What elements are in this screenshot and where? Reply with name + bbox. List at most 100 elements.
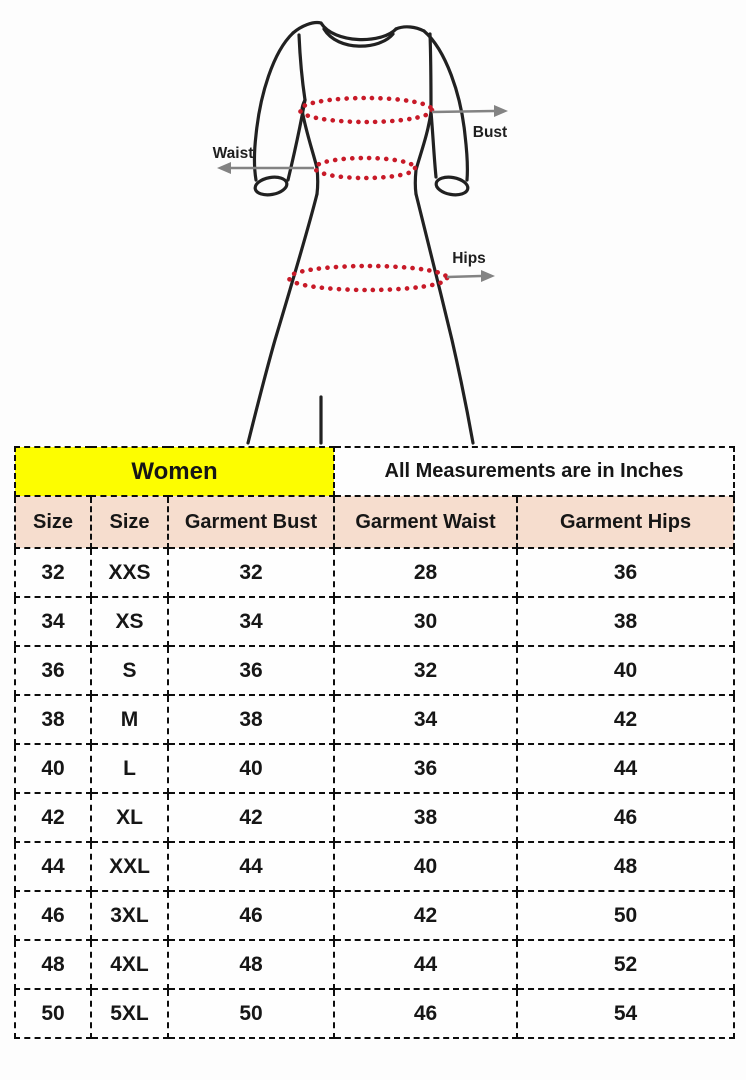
- column-header-size-numeric: Size: [14, 495, 92, 549]
- group-header-row: Women All Measurements are in Inches: [13, 446, 736, 497]
- size-cell: 38: [14, 694, 92, 745]
- size-row: 32 XXS 32 28 36: [14, 547, 736, 598]
- size-guide-diagram: Bust Waist Hips: [213, 20, 508, 445]
- size-cell: XXS: [90, 547, 169, 598]
- size-cell: 50: [14, 988, 92, 1039]
- bust-label: Bust: [473, 124, 507, 141]
- size-cell: 54: [516, 988, 736, 1039]
- bodice-left: [300, 98, 320, 196]
- size-cell: 34: [333, 694, 519, 745]
- size-cell: 36: [333, 743, 519, 794]
- size-cell: 42: [14, 792, 92, 843]
- column-header-garment-hips: Garment Hips: [516, 495, 736, 549]
- right-sleeve-outer: [422, 29, 469, 182]
- hips-arrowhead-icon: [481, 270, 495, 282]
- size-cell: 3XL: [90, 890, 169, 941]
- right-cuff: [434, 175, 470, 197]
- size-cell: 40: [516, 645, 736, 696]
- size-cell: 46: [333, 988, 519, 1039]
- size-row: 44 XXL 44 40 48: [14, 841, 736, 892]
- hips-arrow: [446, 270, 495, 282]
- waist-label: Waist: [213, 145, 254, 162]
- neckline-outer: [319, 21, 398, 42]
- size-cell: 32: [166, 547, 336, 598]
- size-cell: 38: [333, 792, 519, 843]
- size-cell: 36: [14, 645, 92, 696]
- right-sleeve-inner: [429, 110, 438, 179]
- size-cell: 38: [166, 694, 336, 745]
- neckline-inner: [322, 27, 395, 48]
- size-cell: 44: [166, 841, 336, 892]
- skirt-right: [414, 192, 475, 445]
- size-cell: 44: [516, 743, 736, 794]
- women-header-cell: Women: [13, 446, 336, 497]
- size-cell: 42: [516, 694, 736, 745]
- size-cell: 42: [333, 890, 519, 941]
- size-cell: 38: [516, 596, 736, 647]
- size-cell: 46: [166, 890, 336, 941]
- size-row: 42 XL 42 38 46: [14, 792, 736, 843]
- hips-label: Hips: [452, 250, 486, 267]
- bust-arrowhead-icon: [494, 105, 508, 117]
- size-cell: 32: [14, 547, 92, 598]
- size-cell: 52: [516, 939, 736, 990]
- size-cell: XL: [90, 792, 169, 843]
- size-cell: 34: [14, 596, 92, 647]
- left-cuff: [253, 175, 289, 197]
- size-cell: 34: [166, 596, 336, 647]
- size-cell: 40: [166, 743, 336, 794]
- size-row: 48 4XL 48 44 52: [14, 939, 736, 990]
- measurement-note-cell: All Measurements are in Inches: [333, 446, 736, 497]
- size-cell: XS: [90, 596, 169, 647]
- waist-measure-ellipse: [312, 155, 418, 181]
- bodice-right: [413, 110, 433, 196]
- size-cell: 30: [333, 596, 519, 647]
- column-header-garment-waist: Garment Waist: [333, 495, 519, 549]
- hips-measure-ellipse: [286, 263, 450, 293]
- size-cell: 44: [14, 841, 92, 892]
- column-header-row: Size Size Garment Bust Garment Waist Gar…: [14, 495, 736, 549]
- column-header-size-alpha: Size: [90, 495, 169, 549]
- size-cell: 36: [166, 645, 336, 696]
- size-cell: 48: [166, 939, 336, 990]
- size-row: 46 3XL 46 42 50: [14, 890, 736, 941]
- collar-left: [291, 20, 323, 35]
- size-cell: 40: [333, 841, 519, 892]
- size-table-body: 32 XXS 32 28 36 34 XS 34 30 38 36 S 36 32 40 38 M 38 34 42 4…: [14, 547, 736, 1039]
- size-cell: S: [90, 645, 169, 696]
- size-table: Women All Measurements are in Inches Siz…: [13, 446, 736, 1039]
- size-cell: XXL: [90, 841, 169, 892]
- size-cell: 32: [333, 645, 519, 696]
- size-cell: 42: [166, 792, 336, 843]
- left-armhole-seam: [297, 33, 307, 102]
- left-sleeve-outer: [252, 31, 295, 182]
- size-cell: 48: [516, 841, 736, 892]
- waist-arrowhead-icon: [217, 162, 231, 174]
- size-row: 34 XS 34 30 38: [14, 596, 736, 647]
- size-row: 50 5XL 50 46 54: [14, 988, 736, 1039]
- size-cell: 46: [14, 890, 92, 941]
- size-cell: 46: [516, 792, 736, 843]
- size-cell: 50: [166, 988, 336, 1039]
- dress-outline: [246, 20, 475, 445]
- right-armhole-seam: [428, 32, 433, 114]
- size-cell: 44: [333, 939, 519, 990]
- size-cell: 5XL: [90, 988, 169, 1039]
- size-cell: 28: [333, 547, 519, 598]
- column-header-garment-bust: Garment Bust: [166, 495, 336, 549]
- size-cell: L: [90, 743, 169, 794]
- size-cell: 48: [14, 939, 92, 990]
- bust-arrow: [431, 105, 508, 117]
- waist-arrow: [217, 162, 314, 174]
- bust-measure-ellipse: [297, 95, 435, 125]
- size-row: 36 S 36 32 40: [14, 645, 736, 696]
- size-cell: 36: [516, 547, 736, 598]
- collar-right: [394, 25, 426, 33]
- size-row: 40 L 40 36 44: [14, 743, 736, 794]
- size-cell: M: [90, 694, 169, 745]
- size-cell: 40: [14, 743, 92, 794]
- size-row: 38 M 38 34 42: [14, 694, 736, 745]
- size-cell: 50: [516, 890, 736, 941]
- size-cell: 4XL: [90, 939, 169, 990]
